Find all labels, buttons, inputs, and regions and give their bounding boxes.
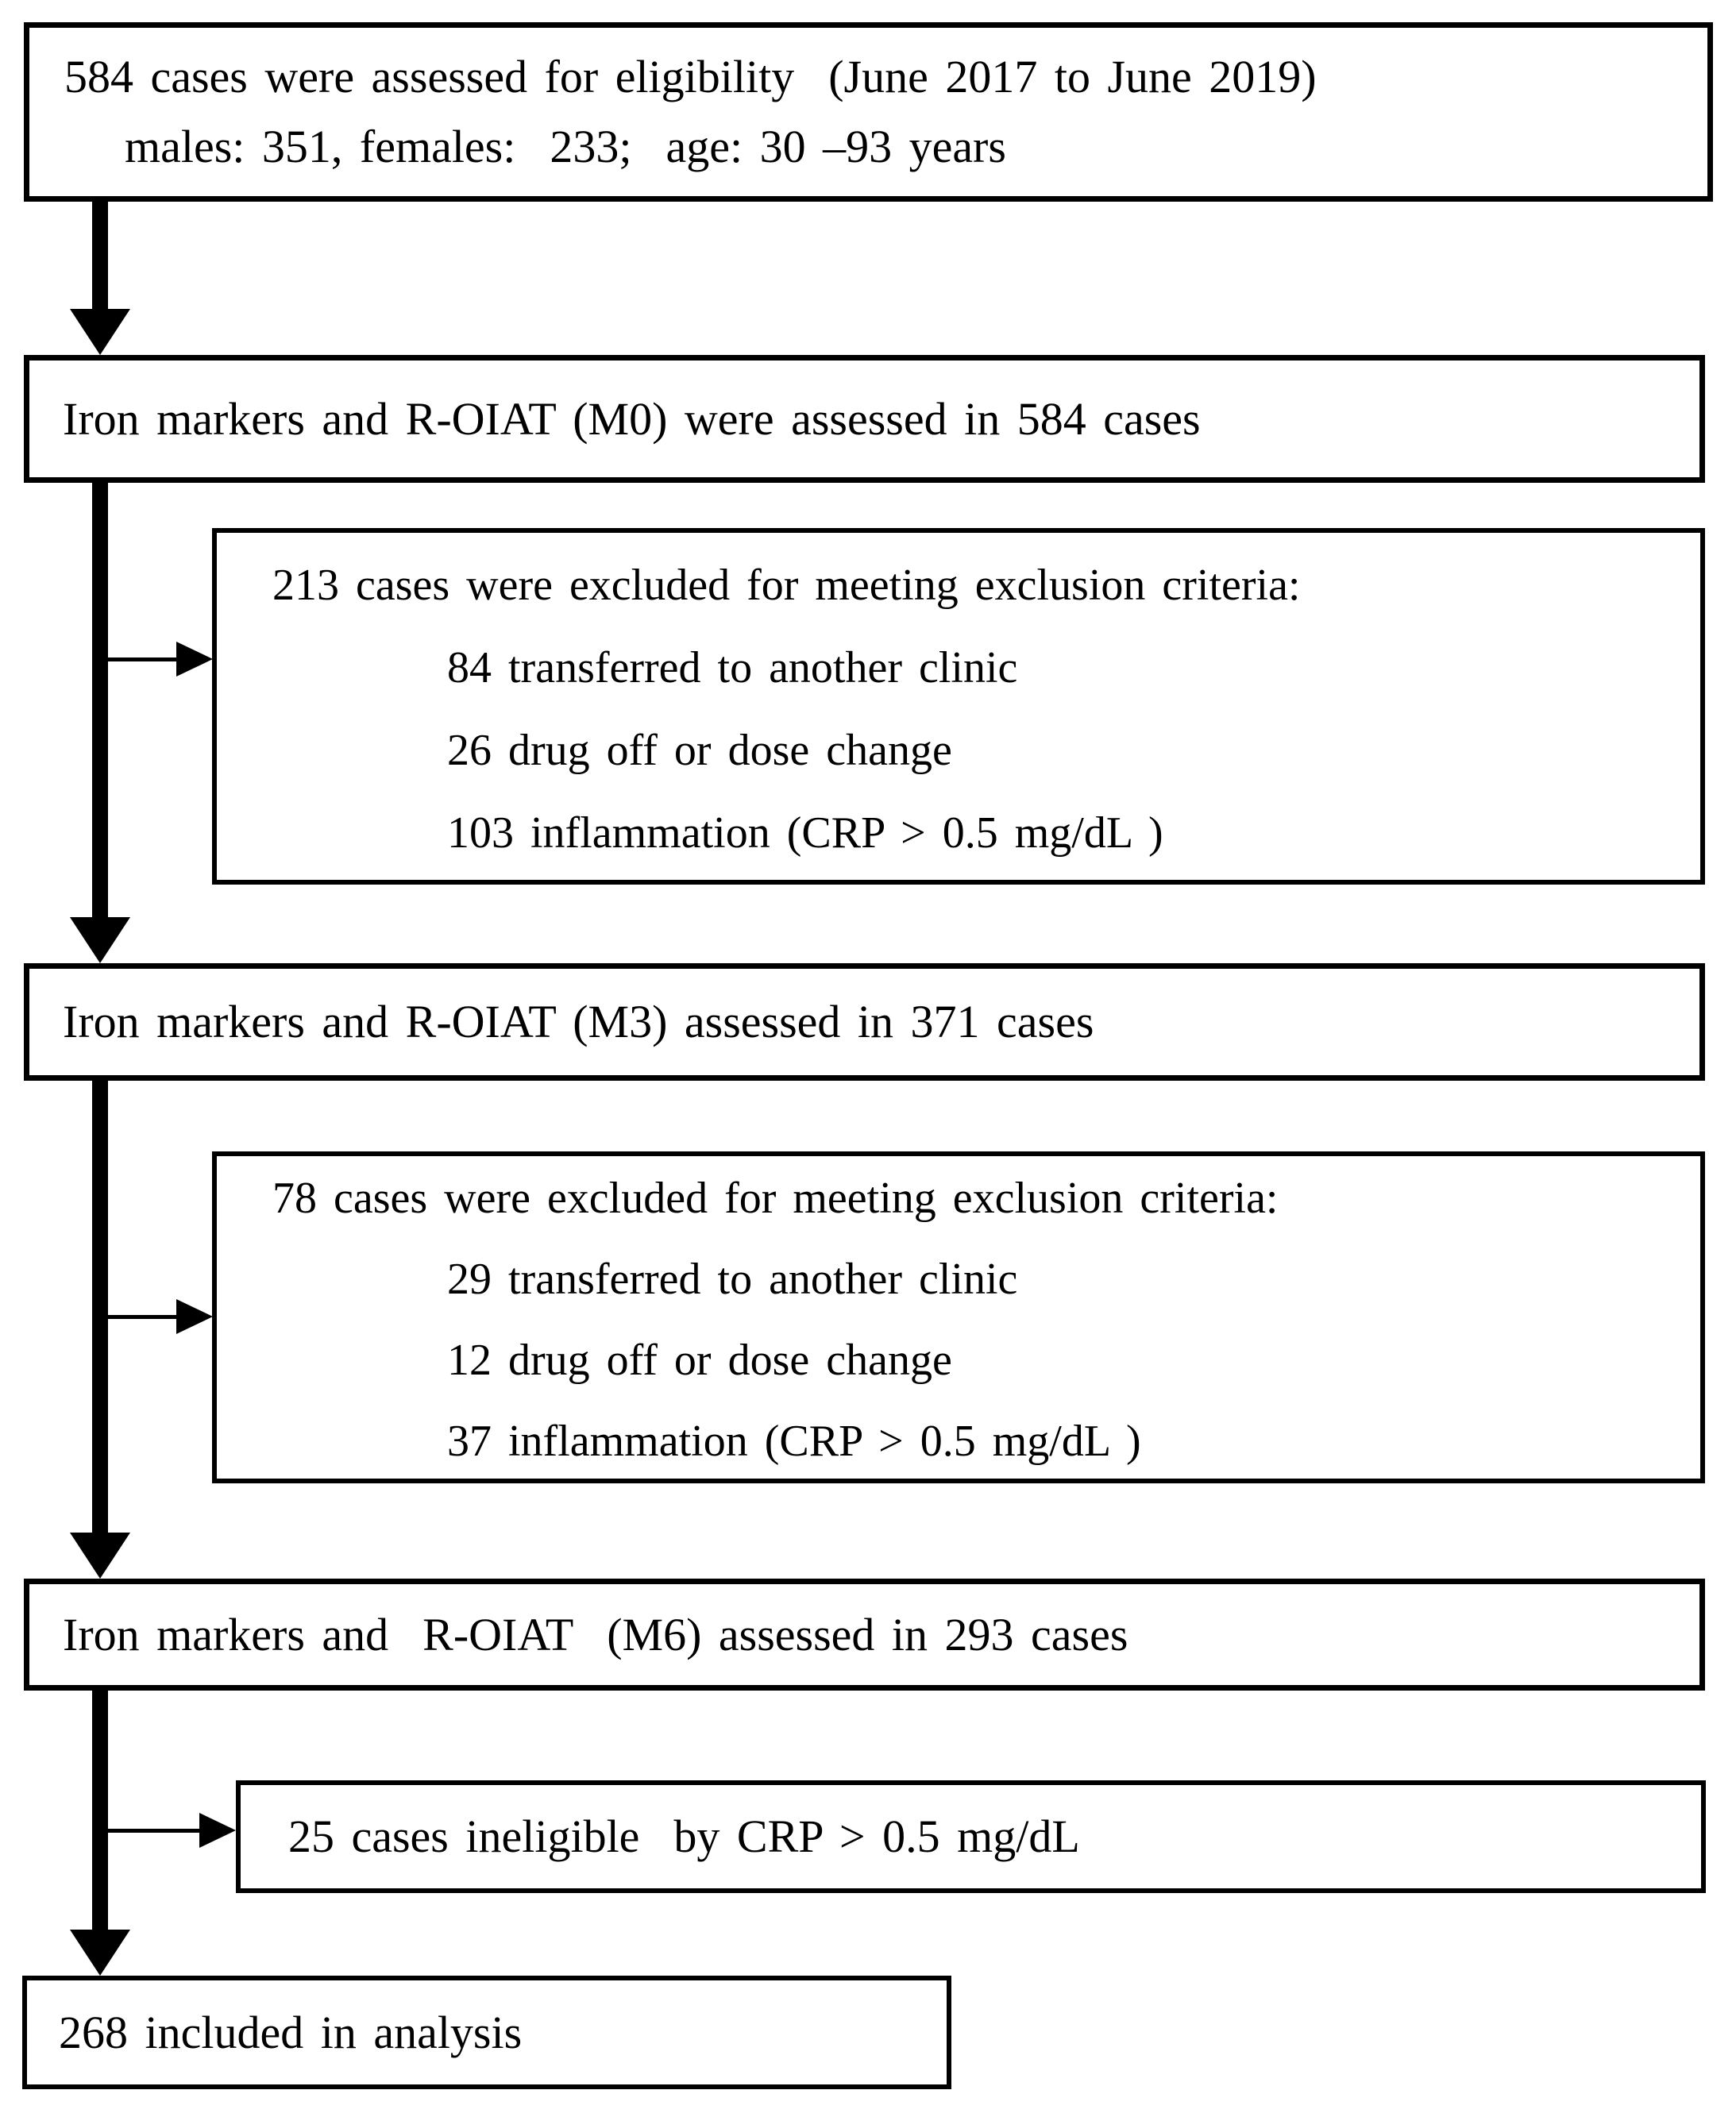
m3-text: Iron markers and R-OIAT (M3) assessed in…: [63, 996, 1094, 1047]
branch-arrow-excl1-head-icon: [176, 642, 213, 677]
exclusion2-item-drug: 12 drug off or dose change: [447, 1336, 952, 1385]
exclusion1-item-transferred: 84 transferred to another clinic: [447, 643, 1018, 692]
box-exclusion-1: 213 cases were excluded for meeting excl…: [212, 528, 1705, 885]
final-text: 268 included in analysis: [59, 2006, 523, 2058]
arrow-m3-to-m6-shaft: [92, 1081, 108, 1533]
eligibility-line2: males: 351, females: 233; age: 30 –93 ye…: [125, 121, 1006, 172]
arrow-m6-to-final-head-icon: [70, 1930, 130, 1976]
exclusion1-item-drug: 26 drug off or dose change: [447, 726, 952, 775]
m0-text: Iron markers and R-OIAT (M0) were assess…: [63, 392, 1201, 445]
box-m6-assessment: Iron markers and R-OIAT (M6) assessed in…: [24, 1579, 1705, 1691]
branch-arrow-excl1-line: [108, 657, 179, 661]
box-eligibility: 584 cases were assessed for eligibility …: [24, 22, 1713, 202]
arrow-m0-to-m3-shaft: [92, 483, 108, 917]
box-exclusion-3: 25 cases ineligible by CRP > 0.5 mg/dL: [236, 1780, 1706, 1893]
arrow-m3-to-m6-head-icon: [70, 1533, 130, 1579]
exclusion2-item-transferred: 29 transferred to another clinic: [447, 1255, 1018, 1304]
arrow-eligibility-to-m0-head-icon: [70, 309, 130, 355]
exclusion1-item-inflammation: 103 inflammation (CRP > 0.5 mg/dL ): [447, 808, 1163, 858]
branch-arrow-excl2-line: [108, 1315, 179, 1319]
box-included-in-analysis: 268 included in analysis: [22, 1976, 951, 2089]
exclusion1-title: 213 cases were excluded for meeting excl…: [272, 561, 1301, 610]
box-m0-assessment: Iron markers and R-OIAT (M0) were assess…: [24, 355, 1705, 483]
arrow-eligibility-to-m0-shaft: [92, 202, 108, 310]
arrow-m0-to-m3-head-icon: [70, 917, 130, 963]
branch-arrow-excl3-line: [108, 1829, 199, 1833]
box-m3-assessment: Iron markers and R-OIAT (M3) assessed in…: [24, 963, 1705, 1081]
eligibility-line1: 584 cases were assessed for eligibility …: [64, 51, 1317, 102]
arrow-m6-to-final-shaft: [92, 1691, 108, 1930]
m6-text: Iron markers and R-OIAT (M6) assessed in…: [63, 1608, 1128, 1660]
branch-arrow-excl2-head-icon: [176, 1299, 213, 1334]
exclusion2-item-inflammation: 37 inflammation (CRP > 0.5 mg/dL ): [447, 1417, 1141, 1466]
branch-arrow-excl3-head-icon: [199, 1813, 236, 1848]
box-exclusion-2: 78 cases were excluded for meeting exclu…: [212, 1151, 1705, 1483]
exclusion2-title: 78 cases were excluded for meeting exclu…: [272, 1174, 1279, 1223]
exclusion3-text: 25 cases ineligible by CRP > 0.5 mg/dL: [288, 1810, 1080, 1862]
